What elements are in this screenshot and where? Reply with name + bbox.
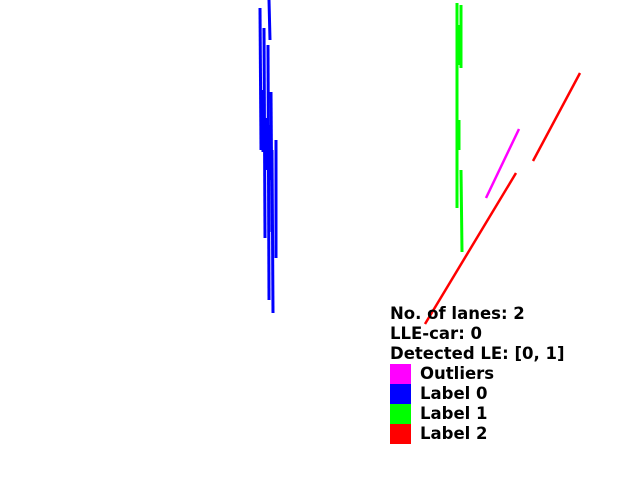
lane-segment	[262, 27, 267, 239]
lane-count-text: No. of lanes: 2	[390, 304, 525, 323]
info-panel: No. of lanes: 2 LLE-car: 0 Detected LE: …	[390, 304, 565, 444]
legend-label: Label 1	[420, 404, 488, 423]
lane-segment	[270, 149, 275, 314]
lane-segment	[484, 128, 521, 199]
lane-label-1	[455, 3, 464, 253]
lane-segment	[423, 172, 518, 325]
lane-segment	[459, 169, 464, 253]
lle-car-text: LLE-car: 0	[390, 324, 483, 343]
legend-label: Label 2	[420, 424, 488, 443]
lane-segment	[260, 89, 265, 153]
legend-swatch	[390, 384, 411, 404]
lane-label-2	[423, 72, 582, 325]
lane-segment	[531, 72, 582, 162]
legend-swatch	[390, 404, 411, 424]
lane-segment	[264, 117, 269, 171]
legend-swatch	[390, 424, 411, 444]
lane-segment	[267, 0, 272, 41]
lane-label-0	[258, 0, 278, 314]
legend-item-label-2: Label 2	[390, 424, 565, 444]
legend-label: Label 0	[420, 384, 488, 403]
legend-label: Outliers	[420, 364, 495, 383]
lane-segment	[258, 7, 263, 151]
detected-le-text: Detected LE: [0, 1]	[390, 344, 565, 363]
lane-outliers	[484, 128, 521, 199]
legend-item-label-1: Label 1	[390, 404, 565, 424]
legend-swatch	[390, 364, 411, 384]
lane-segment	[266, 44, 271, 301]
legend-item-label-0: Label 0	[390, 384, 565, 404]
legend-item-outliers: Outliers	[390, 364, 565, 384]
